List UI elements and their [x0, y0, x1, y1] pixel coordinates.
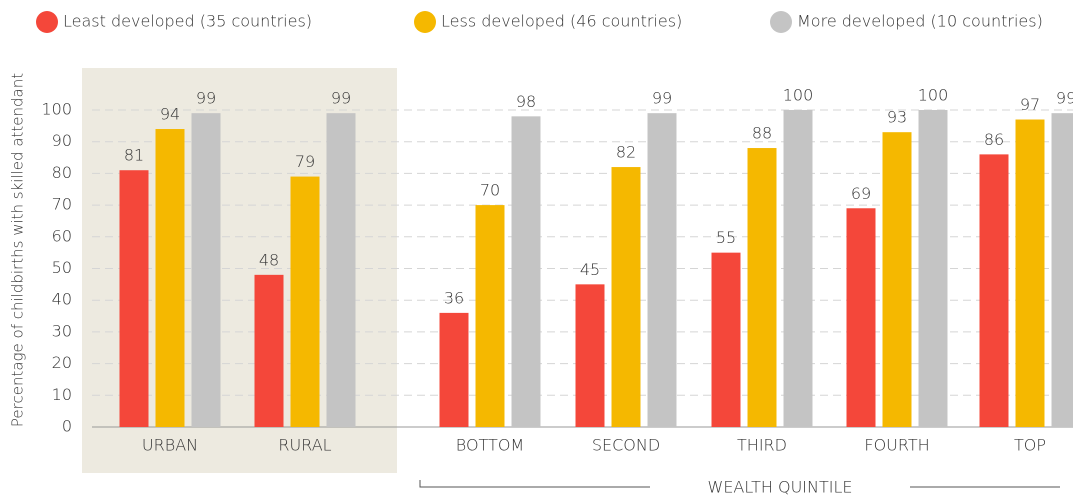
x-tick-label: THIRD: [737, 436, 787, 455]
bar: [475, 205, 505, 427]
y-tick-label: 70: [52, 195, 72, 214]
y-tick-label: 90: [52, 131, 72, 150]
bar: [783, 110, 813, 427]
y-tick-label: 10: [52, 385, 72, 404]
bar: [119, 170, 149, 428]
data-label: 81: [124, 146, 144, 165]
bar: [155, 129, 185, 427]
data-label: 99: [1056, 89, 1073, 108]
data-label: 93: [887, 108, 907, 127]
y-tick-label: 30: [52, 321, 72, 340]
data-label: 99: [652, 89, 672, 108]
bar: [647, 113, 677, 428]
y-tick-label: 80: [52, 163, 72, 182]
data-label: 86: [984, 130, 1004, 149]
group-bracket: [419, 480, 1060, 488]
data-label: 70: [480, 181, 500, 200]
y-tick-label: 40: [52, 290, 72, 309]
data-label: 48: [259, 250, 279, 269]
legend-swatch: [770, 11, 792, 33]
data-label: 45: [580, 260, 600, 279]
bar: [611, 167, 641, 427]
data-label: 94: [160, 105, 180, 124]
bar: [711, 252, 741, 427]
data-label: 79: [295, 152, 315, 171]
bar: [979, 154, 1009, 427]
y-axis-label: Percentage of childbirths with skilled a…: [9, 73, 27, 427]
y-tick-label: 50: [52, 258, 72, 277]
bar: [326, 113, 356, 428]
bar: [918, 110, 948, 427]
data-label: 99: [331, 89, 351, 108]
data-label: 100: [918, 86, 949, 105]
y-tick-label: 100: [41, 100, 72, 119]
data-label: 99: [196, 89, 216, 108]
bar: [439, 312, 469, 427]
bar: [1015, 119, 1045, 427]
data-label: 55: [716, 228, 736, 247]
x-tick-label: BOTTOM: [456, 436, 524, 455]
data-label: 98: [516, 92, 536, 111]
x-tick-label: RURAL: [278, 436, 331, 455]
group-label: WEALTH QUINTILE: [708, 478, 853, 497]
bar: [882, 132, 912, 427]
legend-swatch: [414, 11, 436, 33]
x-tick-label: SECOND: [592, 436, 660, 455]
bar: [1051, 113, 1073, 428]
data-label: 88: [752, 124, 772, 143]
x-tick-label: URBAN: [142, 436, 198, 455]
bar: [191, 113, 221, 428]
data-label: 69: [851, 184, 871, 203]
bar: [846, 208, 876, 427]
bar: [290, 176, 320, 427]
legend-label: More developed (10 countries): [797, 12, 1043, 31]
data-label: 100: [783, 86, 814, 105]
x-tick-label: FOURTH: [864, 436, 929, 455]
bar: [575, 284, 605, 427]
y-tick-label: 20: [52, 353, 72, 372]
legend-label: Less developed (46 countries): [441, 12, 682, 31]
x-tick-label: TOP: [1014, 436, 1046, 455]
legend-label: Least developed (35 countries): [63, 12, 312, 31]
y-tick-label: 0: [62, 417, 72, 436]
bar: [747, 148, 777, 428]
legend-swatch: [36, 11, 58, 33]
bar: [511, 116, 541, 427]
y-tick-label: 60: [52, 226, 72, 245]
data-label: 97: [1020, 95, 1040, 114]
bar: [254, 274, 284, 427]
data-label: 36: [444, 288, 464, 307]
data-label: 82: [616, 143, 636, 162]
